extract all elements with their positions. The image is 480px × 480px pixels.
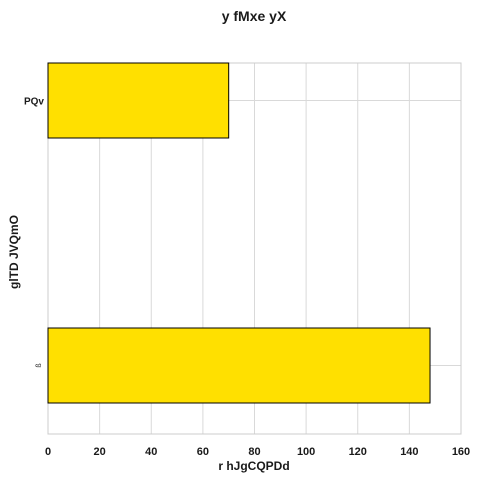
category-labels: PQv ß — [24, 97, 44, 368]
y-category-label: PQv — [24, 97, 44, 108]
x-ticks: 0 20 40 60 80 100 120 140 160 — [45, 446, 470, 458]
y-category-label: ß — [36, 363, 43, 367]
x-tick-label: 80 — [248, 446, 260, 458]
x-tick-label: 60 — [197, 446, 209, 458]
x-tick-label: 20 — [94, 446, 106, 458]
x-tick-label: 120 — [349, 446, 367, 458]
bar — [47, 327, 431, 404]
chart-title: y fMxe yX — [222, 8, 287, 24]
bars-layer — [47, 62, 431, 404]
bar — [47, 62, 230, 139]
x-tick-label: 40 — [145, 446, 157, 458]
x-axis-title: r hJgCQPDd — [218, 459, 289, 473]
y-axis-title: glTD JVQmO — [7, 215, 21, 289]
x-tick-label: 160 — [452, 446, 470, 458]
x-tick-label: 140 — [400, 446, 418, 458]
x-tick-label: 100 — [297, 446, 315, 458]
x-tick-label: 0 — [45, 446, 51, 458]
plot-frame — [47, 62, 462, 435]
